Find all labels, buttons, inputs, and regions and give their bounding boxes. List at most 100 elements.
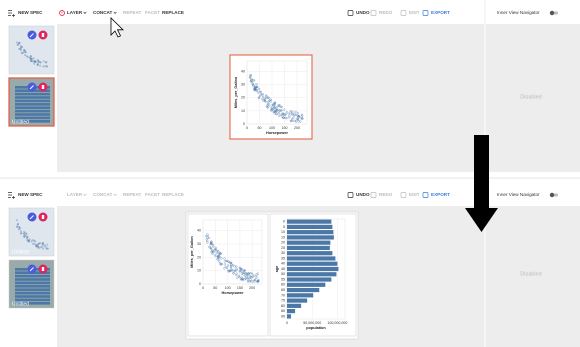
bar <box>287 224 333 229</box>
delete-icon <box>41 267 45 271</box>
point <box>294 113 297 116</box>
toolbar-button[interactable]: NEW SPEC <box>18 10 43 15</box>
toolbar-button[interactable]: REDO <box>379 192 393 197</box>
point <box>242 271 245 275</box>
point <box>240 276 243 279</box>
thumbnail-bar <box>15 295 50 298</box>
point <box>28 238 31 241</box>
point <box>299 120 302 123</box>
toolbar-button[interactable]: REPLACE <box>162 10 184 15</box>
point <box>274 109 277 113</box>
point <box>217 258 220 261</box>
point <box>234 273 238 277</box>
toolbar-button[interactable]: REDO <box>379 10 393 15</box>
toolbar-button[interactable]: UNDO <box>356 192 370 197</box>
toolbar-button[interactable]: REPLACE <box>162 192 184 197</box>
point <box>255 82 258 86</box>
point <box>42 242 45 245</box>
toolbar-button[interactable]: LAYER <box>67 192 83 197</box>
toolbar-button[interactable]: CONCAT <box>93 10 113 15</box>
point <box>282 116 285 119</box>
thumbnail-bar <box>15 96 50 99</box>
bar <box>287 272 337 277</box>
toolbar-button[interactable]: FACET <box>145 10 160 15</box>
y-tick-label: 75 <box>281 299 285 303</box>
point <box>217 250 220 253</box>
toolbar-button[interactable]: EDIT <box>409 192 420 197</box>
sub-view <box>187 213 269 337</box>
point <box>296 111 299 115</box>
transition-arrow <box>465 135 498 232</box>
point <box>209 243 213 246</box>
point <box>213 254 216 257</box>
toolbar-button[interactable]: EXPORT <box>431 192 450 197</box>
thumbnail-bar <box>15 106 50 109</box>
toolbar-button[interactable]: EXPORT <box>431 10 450 15</box>
y-tick-label: 40 <box>197 229 201 233</box>
point <box>281 115 284 118</box>
y-tick-label: 30 <box>281 251 285 255</box>
point <box>290 119 293 122</box>
thumbnail-label: Untitled <box>12 301 29 307</box>
point <box>262 96 265 99</box>
point <box>36 58 39 61</box>
point <box>258 87 261 91</box>
point <box>225 260 228 263</box>
bar <box>287 287 320 293</box>
point <box>223 257 226 260</box>
toggle-knob[interactable] <box>549 192 555 198</box>
point <box>220 257 223 260</box>
bar <box>287 230 334 235</box>
point <box>218 255 221 258</box>
thumbnail-label: Untitled <box>12 249 29 255</box>
y-tick-label: 30 <box>197 242 201 246</box>
y-tick-label: 10 <box>281 230 285 234</box>
point <box>30 60 32 63</box>
point <box>293 113 296 116</box>
point <box>30 58 32 60</box>
menu-chevron <box>113 11 117 14</box>
point <box>265 96 268 99</box>
toolbar-button[interactable]: REPEAT <box>123 10 141 15</box>
navigator-label: Inner View Navigator <box>497 192 540 197</box>
point <box>42 65 45 68</box>
point <box>284 113 287 117</box>
point <box>300 116 304 119</box>
y-tick-label: 25 <box>281 246 285 250</box>
delete-icon <box>41 85 45 89</box>
point <box>26 55 28 58</box>
disabled-label: Disabled <box>520 271 541 277</box>
toolbar-button[interactable]: FACET <box>145 192 160 197</box>
point <box>291 113 294 116</box>
toolbar-button[interactable]: REPEAT <box>123 192 141 197</box>
toolbar-button[interactable]: NEW SPEC <box>18 192 43 197</box>
point <box>238 269 242 273</box>
toolbar-button[interactable]: LAYER <box>67 10 83 15</box>
point <box>289 111 292 114</box>
thumbnail-bar <box>15 302 50 305</box>
toolbar-button[interactable]: EDIT <box>409 10 420 15</box>
point <box>35 245 38 248</box>
thumbnail-bar <box>15 99 50 103</box>
point <box>249 74 253 77</box>
point <box>291 118 294 121</box>
point <box>205 234 208 238</box>
point <box>223 263 226 266</box>
thumbnail-bar <box>15 298 50 302</box>
bar <box>287 277 332 282</box>
bar <box>287 240 331 245</box>
point <box>265 94 268 97</box>
y-tick-label: 0 <box>283 220 285 224</box>
point <box>278 114 281 117</box>
toolbar-button[interactable]: CONCAT <box>93 192 113 197</box>
point <box>294 120 298 123</box>
point <box>232 272 235 275</box>
point <box>23 236 26 238</box>
toolbar-button[interactable]: UNDO <box>356 10 370 15</box>
x-tick-label: 200 <box>294 126 300 130</box>
toggle-knob[interactable] <box>549 10 555 16</box>
point <box>23 49 25 52</box>
point <box>235 268 238 272</box>
point <box>212 249 216 252</box>
